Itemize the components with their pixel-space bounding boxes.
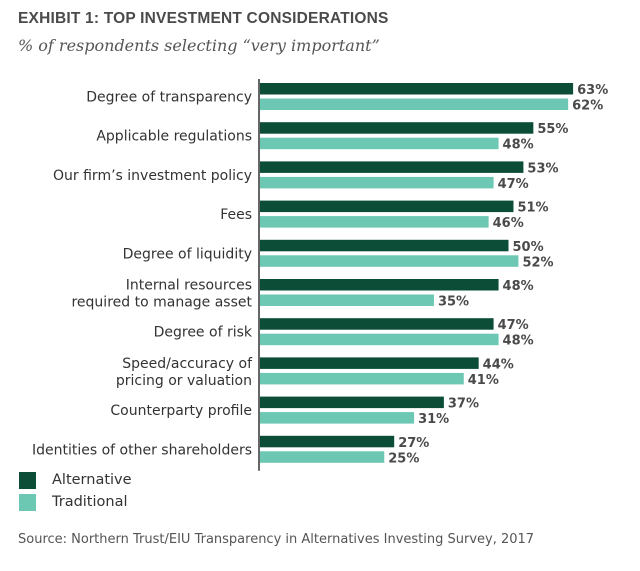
category-label: Degree of liquidity [123, 246, 252, 262]
data-label-alternative: 63% [577, 83, 608, 98]
category-label: Our firm’s investment policy [53, 168, 252, 184]
bar-traditional [260, 216, 489, 228]
bar-traditional [260, 294, 434, 306]
data-label-traditional: 47% [498, 177, 529, 192]
bar-traditional [260, 137, 499, 150]
category-label: Degree of transparency [86, 90, 252, 106]
data-label-traditional: 35% [438, 295, 469, 310]
bar-alternative [260, 122, 534, 134]
data-label-alternative: 47% [498, 318, 529, 333]
category-label: Counterparty profile [110, 403, 252, 419]
data-label-traditional: 52% [522, 255, 553, 270]
bar-alternative [260, 435, 395, 448]
chart-title: EXHIBIT 1: TOP INVESTMENT CONSIDERATIONS [18, 10, 389, 27]
data-label-alternative: 48% [503, 279, 534, 294]
legend-label-alternative: Alternative [52, 472, 132, 488]
bar-traditional [260, 255, 519, 267]
bar-alternative [260, 83, 574, 95]
category-label-line: required to manage asset [71, 295, 252, 311]
category-label: Internal resources required to manage ass… [71, 278, 252, 311]
bar-traditional [260, 372, 464, 385]
bar-traditional [260, 333, 499, 346]
legend-label-traditional: Traditional [52, 494, 128, 510]
legend-item-traditional: Traditional [19, 491, 132, 513]
data-label-traditional: 48% [503, 138, 534, 153]
bar-alternative [260, 200, 514, 213]
category-label: Degree of risk [154, 325, 253, 341]
data-label-traditional: 31% [418, 412, 449, 427]
data-label-alternative: 55% [537, 122, 568, 137]
bar-traditional [260, 451, 385, 463]
legend: Alternative Traditional [19, 469, 132, 513]
bar-traditional [260, 176, 494, 189]
category-label: Fees [220, 207, 252, 223]
data-label-alternative: 53% [527, 161, 558, 176]
source-note: Source: Northern Trust/EIU Transparency … [18, 532, 535, 547]
legend-swatch-alternative [19, 471, 36, 489]
data-label-traditional: 46% [493, 216, 524, 231]
data-label-traditional: 41% [468, 373, 499, 388]
data-label-traditional: 48% [503, 334, 534, 349]
bar-alternative [260, 239, 509, 252]
category-label: Applicable regulations [96, 129, 252, 145]
category-label-line: Speed/accuracy of [122, 356, 253, 372]
category-label: Identities of other shareholders [32, 442, 252, 458]
chart-subtitle: % of respondents selecting “very importa… [18, 36, 380, 55]
bar-alternative [260, 357, 479, 369]
data-label-alternative: 27% [398, 436, 429, 451]
data-label-traditional: 25% [388, 451, 419, 466]
legend-swatch-traditional [19, 493, 36, 511]
bar-alternative [260, 318, 494, 330]
bar-traditional [260, 412, 415, 424]
category-label: Speed/accuracy of pricing or valuation [116, 356, 253, 389]
data-label-alternative: 37% [448, 397, 479, 412]
bar-traditional [260, 98, 569, 110]
data-label-alternative: 51% [517, 201, 548, 216]
data-label-alternative: 50% [513, 240, 544, 255]
bar-alternative [260, 161, 524, 173]
legend-item-alternative: Alternative [19, 469, 132, 491]
data-label-alternative: 44% [483, 357, 514, 372]
category-label-line: pricing or valuation [116, 373, 252, 389]
category-label-line: Internal resources [126, 278, 252, 294]
bar-alternative [260, 279, 499, 291]
bar-alternative [260, 396, 444, 409]
data-label-traditional: 62% [572, 99, 603, 114]
